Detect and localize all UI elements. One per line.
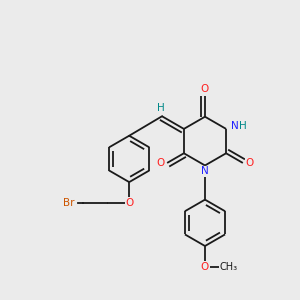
Text: H: H <box>238 121 246 131</box>
Text: O: O <box>201 84 209 94</box>
Text: Br: Br <box>63 198 75 208</box>
Text: O: O <box>157 158 165 168</box>
Text: N: N <box>201 167 209 176</box>
Text: N: N <box>231 121 239 131</box>
Text: CH₃: CH₃ <box>219 262 237 272</box>
Text: H: H <box>157 103 164 113</box>
Text: O: O <box>201 262 209 272</box>
Text: O: O <box>125 198 133 208</box>
Text: O: O <box>245 158 254 168</box>
